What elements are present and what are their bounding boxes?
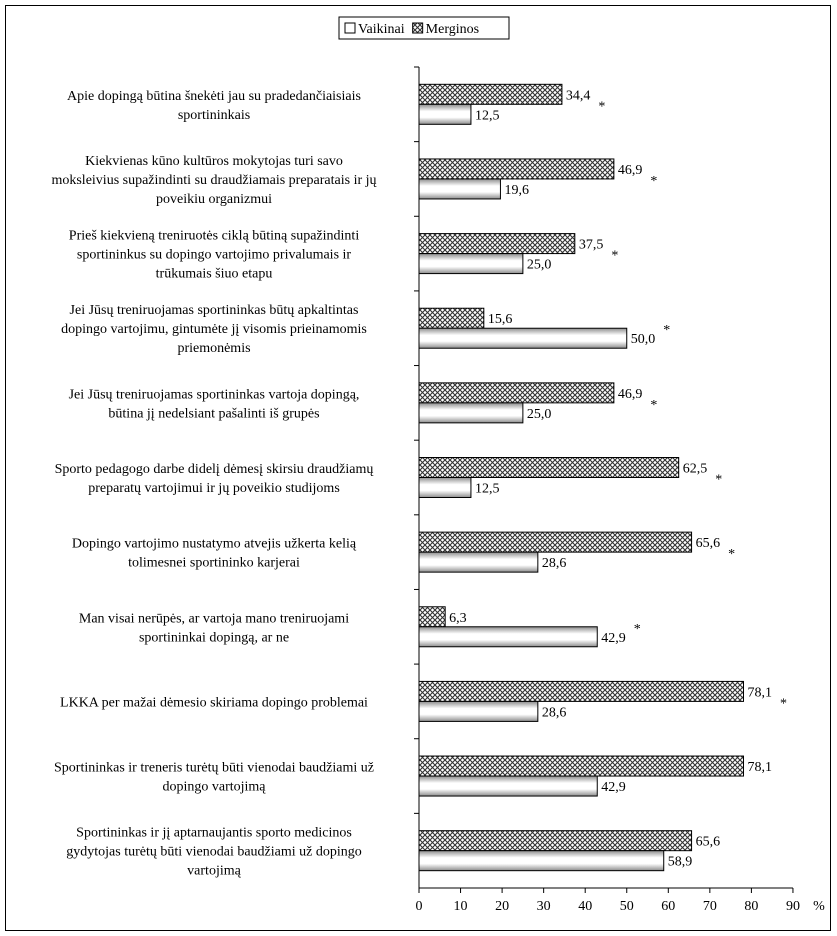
- significance-marker: *: [780, 696, 787, 711]
- bar-merginos: [418, 680, 745, 702]
- category-label: Man visai nerūpės, ar vartoja mano treni…: [79, 611, 349, 645]
- significance-marker: *: [650, 398, 657, 413]
- value-label-vaikinai: 28,6: [542, 705, 567, 720]
- x-tick-label: 50: [620, 899, 634, 914]
- category-label: Jei Jūsų treniruojamas sportininkas vart…: [69, 387, 360, 421]
- value-label-merginos: 62,5: [683, 462, 708, 477]
- bar-merginos: [418, 755, 745, 777]
- significance-marker: *: [611, 249, 618, 264]
- axes: 0 10 20 30 40 50 60 70 80 90%: [414, 66, 825, 914]
- legend-box: [338, 16, 510, 40]
- value-label-vaikinai: 19,6: [504, 183, 529, 198]
- category-label: Sportininkas ir treneris turėtų būti vie…: [54, 761, 374, 795]
- bar-merginos: [418, 382, 615, 404]
- value-label-merginos: 65,6: [696, 536, 721, 551]
- bar-merginos: [418, 606, 446, 628]
- value-label-vaikinai: 25,0: [527, 407, 552, 422]
- significance-marker: *: [598, 99, 605, 114]
- bar-merginos: [418, 307, 485, 329]
- value-label-merginos: 46,9: [618, 163, 643, 178]
- significance-marker: *: [715, 473, 722, 488]
- legend-entry: Merginos: [426, 22, 479, 37]
- bar-merginos: [418, 531, 693, 553]
- bar-merginos: [418, 83, 563, 105]
- bar-vaikinai: [418, 327, 628, 349]
- x-tick-label: 30: [537, 899, 551, 914]
- bar-vaikinai: [418, 402, 524, 424]
- bar-vaikinai: [418, 253, 524, 275]
- bar-vaikinai: [418, 178, 501, 200]
- value-label-merginos: 65,6: [696, 835, 721, 850]
- value-label-vaikinai: 12,5: [475, 482, 500, 497]
- legend-swatch: [412, 22, 424, 34]
- x-tick-label: 10: [454, 899, 468, 914]
- bar-vaikinai: [418, 477, 472, 498]
- x-tick-label: 60: [661, 899, 675, 914]
- category-labels: Apie dopingą būtina šnekėti jau su prade…: [51, 89, 376, 879]
- bar-vaikinai: [418, 551, 539, 573]
- bar-merginos: [418, 233, 576, 255]
- value-label-vaikinai: 25,0: [527, 258, 552, 273]
- category-label: Sporto pedagogo darbe didelį dėmesį skir…: [55, 462, 374, 496]
- value-label-vaikinai: 50,0: [631, 332, 656, 347]
- bar-merginos: [418, 158, 615, 180]
- bar-vaikinai: [418, 850, 665, 872]
- category-label: Kiekvienas kūno kultūros mokytojas turi …: [51, 154, 376, 207]
- significance-marker: *: [634, 622, 641, 637]
- significance-marker: *: [650, 174, 657, 189]
- value-label-merginos: 6,3: [449, 611, 467, 626]
- legend-swatch: [344, 22, 356, 34]
- bar-vaikinai: [418, 103, 472, 125]
- bar-merginos: [418, 457, 680, 478]
- value-label-vaikinai: 58,9: [668, 855, 693, 870]
- category-label: Sportininkas ir jį aptarnaujantis sporto…: [66, 826, 362, 879]
- x-tick-label: 70: [703, 899, 717, 914]
- value-label-vaikinai: 42,9: [601, 631, 626, 646]
- value-label-merginos: 78,1: [748, 685, 773, 700]
- legend-entry: Vaikinai: [358, 22, 405, 37]
- value-label-vaikinai: 28,6: [542, 556, 567, 571]
- value-label-merginos: 37,5: [579, 238, 604, 253]
- bars: 34,4 12,5 * 46,9 19,6 * 37,5 25,0 * 15,6 50,0 * 46,9…: [418, 83, 787, 872]
- category-label: Jei Jūsų treniruojamas sportininkas būtų…: [61, 303, 367, 356]
- bar-merginos: [418, 830, 693, 852]
- chart-frame: [5, 5, 831, 931]
- significance-marker: *: [728, 547, 735, 562]
- category-label: LKKA per mažai dėmesio skiriama dopingo …: [60, 695, 368, 710]
- bar-vaikinai: [418, 700, 539, 722]
- legend: Vaikinai Merginos: [338, 16, 510, 40]
- bar-vaikinai: [418, 775, 598, 797]
- value-label-merginos: 46,9: [618, 387, 643, 402]
- value-label-merginos: 34,4: [566, 88, 591, 103]
- value-label-merginos: 15,6: [488, 312, 513, 327]
- value-label-vaikinai: 42,9: [601, 780, 626, 795]
- significance-marker: *: [663, 323, 670, 338]
- category-label: Prieš kiekvieną treniruotės ciklą būtiną…: [69, 229, 360, 282]
- value-label-merginos: 78,1: [748, 760, 773, 775]
- x-tick-label: 0: [416, 899, 423, 914]
- x-tick-label: 40: [578, 899, 592, 914]
- x-unit-label: %: [813, 899, 825, 914]
- x-tick-label: 90: [786, 899, 800, 914]
- x-tick-label: 20: [495, 899, 509, 914]
- x-tick-label: 80: [744, 899, 758, 914]
- value-label-vaikinai: 12,5: [475, 108, 500, 123]
- category-label: Dopingo vartojimo nustatymo atvejis užke…: [72, 537, 357, 571]
- category-label: Apie dopingą būtina šnekėti jau su prade…: [67, 89, 361, 123]
- bar-vaikinai: [418, 626, 598, 648]
